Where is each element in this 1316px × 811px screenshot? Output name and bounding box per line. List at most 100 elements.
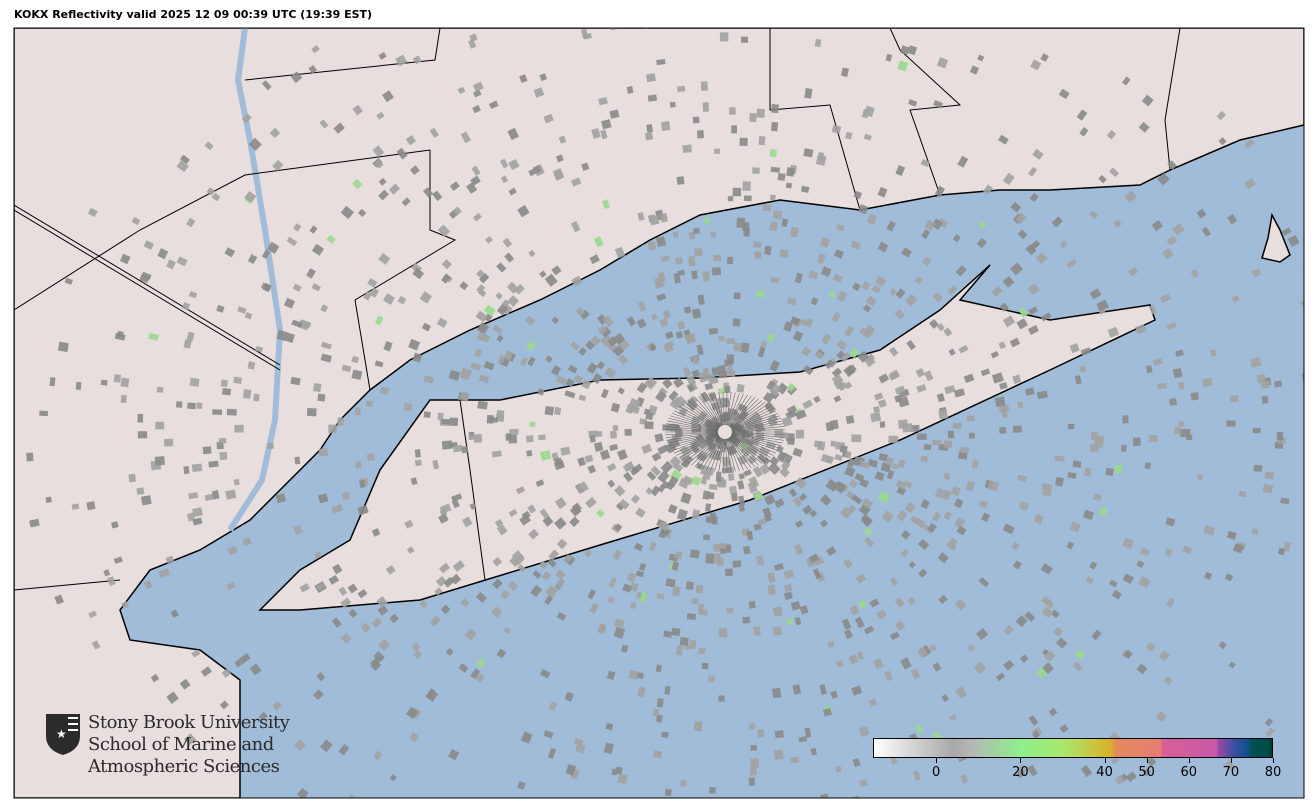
radar-echo: [354, 461, 362, 469]
radar-echo: [1166, 597, 1175, 608]
radar-echo: [461, 445, 469, 454]
radar-echo: [788, 488, 798, 498]
radar-echo: [750, 758, 760, 768]
radar-echo: [866, 213, 878, 225]
radar-echo: [485, 235, 493, 244]
radar-echo: [333, 122, 345, 134]
radar-echo: [626, 86, 634, 94]
radar-echo: [584, 549, 592, 558]
radar-echo: [813, 395, 821, 404]
radar-echo: [769, 221, 778, 232]
radar-echo: [1059, 240, 1068, 249]
radar-echo: [373, 651, 385, 663]
radar-echo: [578, 394, 587, 402]
radar-echo: [219, 451, 228, 461]
radar-echo: [1134, 323, 1147, 335]
radar-echo: [889, 631, 900, 641]
radar-echo: [792, 684, 802, 695]
radar-echo: [374, 315, 384, 326]
radar-echo: [644, 131, 654, 141]
radar-echo: [1274, 441, 1284, 449]
radar-echo: [515, 486, 526, 495]
radar-echo: [652, 708, 660, 717]
colorbar-tick-label: 0: [932, 765, 941, 780]
radar-echo-ray: [724, 412, 779, 433]
radar-echo: [685, 581, 695, 591]
radar-echo: [249, 663, 262, 676]
radar-site-marker: [718, 425, 732, 439]
radar-echo: [340, 597, 352, 608]
radar-echo: [425, 688, 436, 700]
radar-echo: [224, 247, 236, 258]
radar-echo: [1031, 730, 1040, 739]
radar-echo: [589, 602, 599, 614]
radar-echo: [533, 87, 545, 98]
radar-echo: [786, 382, 796, 392]
radar-echo: [1011, 541, 1020, 551]
radar-echo: [234, 659, 243, 668]
radar-echo: [1042, 648, 1050, 657]
radar-echo: [820, 236, 831, 248]
radar-echo: [851, 434, 862, 443]
radar-echo: [954, 598, 967, 611]
radar-echo: [1141, 94, 1154, 107]
radar-echo: [508, 508, 518, 517]
radar-echo: [766, 380, 776, 391]
radar-echo: [296, 787, 309, 798]
radar-echo: [183, 733, 197, 746]
radar-echo: [914, 276, 923, 285]
radar-echo: [186, 331, 195, 342]
radar-echo: [1074, 649, 1086, 661]
radar-echo: [544, 273, 558, 287]
radar-echo: [968, 432, 975, 439]
radar-echo: [767, 572, 776, 583]
radar-echo: [373, 750, 383, 761]
radar-echo: [1138, 121, 1150, 133]
radar-echo: [564, 390, 576, 399]
radar-echo: [731, 125, 738, 134]
radar-echo: [491, 606, 503, 618]
radar-echo: [191, 649, 201, 658]
radar-echo: [620, 644, 629, 653]
radar-echo: [634, 542, 644, 552]
radar-echo: [589, 254, 600, 265]
radar-echo: [460, 367, 473, 377]
radar-echo: [861, 513, 873, 525]
radar-echo: [704, 382, 714, 391]
radar-echo: [573, 737, 584, 746]
radar-echo: [624, 428, 632, 436]
radar-echo: [308, 65, 318, 74]
radar-echo: [1066, 541, 1075, 550]
radar-echo-ray: [665, 426, 726, 433]
radar-echo: [991, 372, 1004, 384]
radar-echo: [1280, 497, 1290, 505]
radar-echo: [586, 362, 598, 374]
radar-echo: [468, 434, 475, 441]
radar-echo: [170, 609, 179, 619]
radar-echo: [165, 555, 175, 564]
radar-echo: [819, 519, 828, 528]
radar-echo: [865, 295, 877, 307]
radar-echo: [383, 340, 393, 352]
radar-echo: [767, 584, 777, 596]
radar-echo: [861, 497, 874, 510]
radar-echo: [192, 506, 203, 518]
radar-echo: [378, 177, 387, 186]
radar-echo: [941, 489, 952, 501]
radar-echo: [869, 598, 880, 608]
radar-echo: [175, 401, 183, 408]
radar-echo: [435, 575, 447, 587]
radar-echo: [345, 794, 356, 798]
radar-echo-ray: [681, 431, 726, 461]
radar-echo: [1089, 210, 1099, 220]
radar-echo: [959, 446, 970, 454]
radar-echo: [743, 195, 752, 202]
radar-echo: [474, 672, 485, 683]
radar-echo: [509, 557, 520, 568]
radar-echo: [164, 438, 174, 447]
radar-echo-ray: [666, 431, 726, 441]
radar-echo: [401, 197, 411, 207]
radar-echo: [411, 642, 421, 652]
radar-echo: [554, 497, 567, 510]
